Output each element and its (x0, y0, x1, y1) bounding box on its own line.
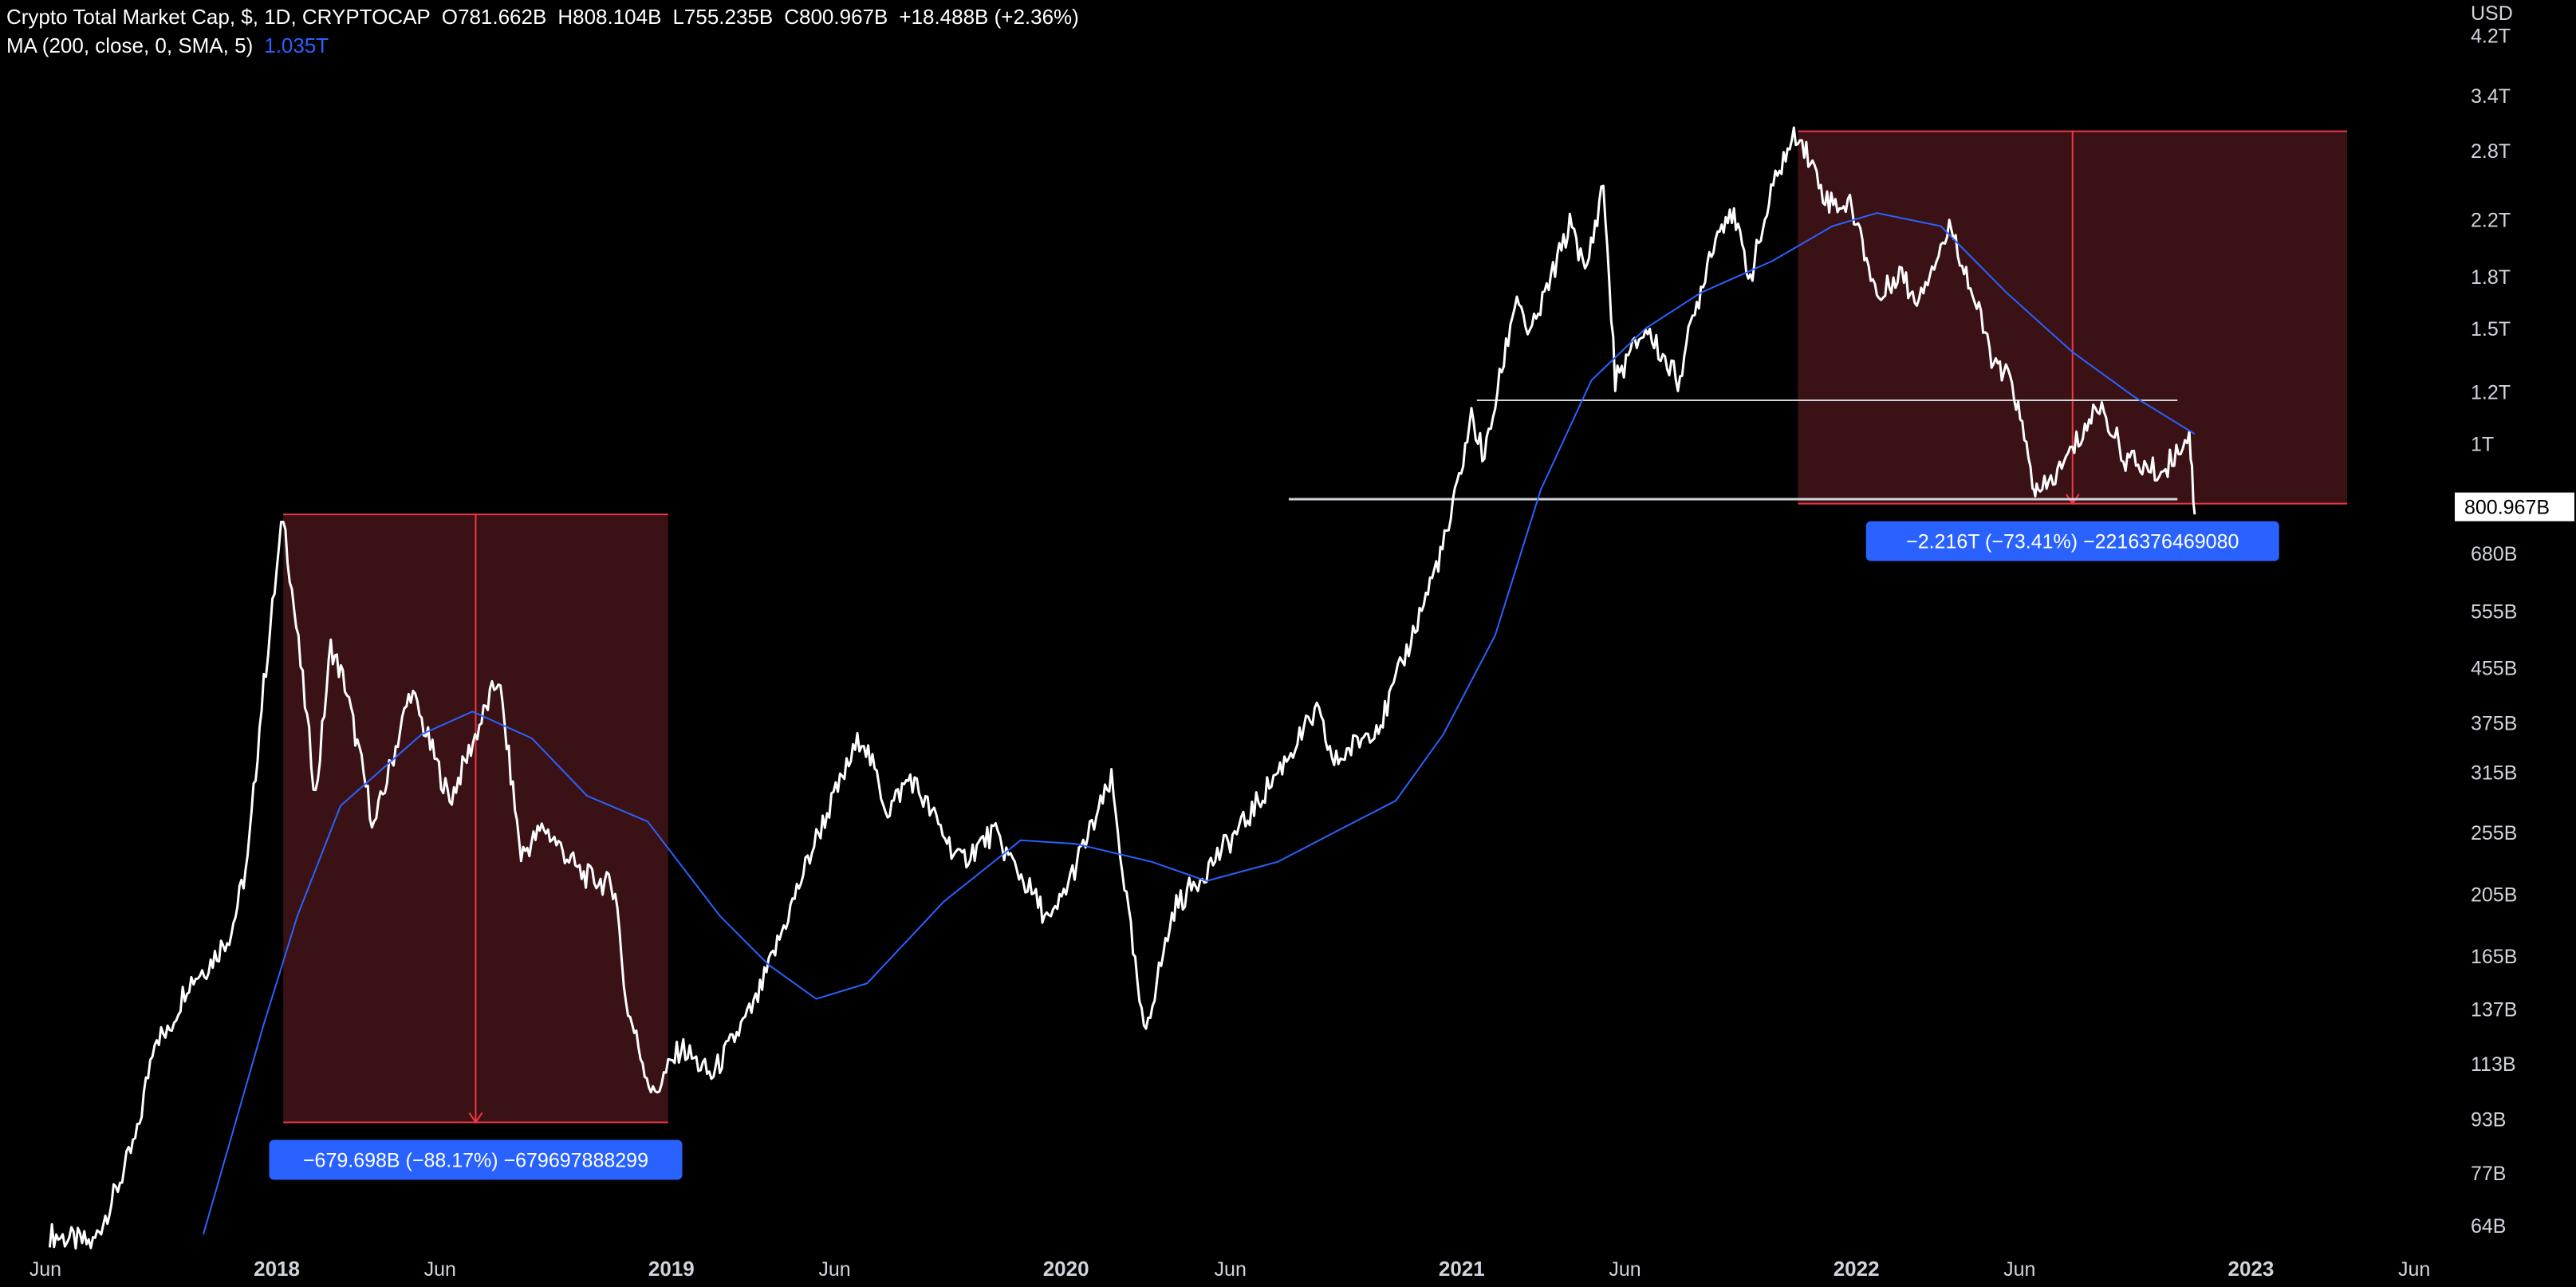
range-badge-1 (269, 1139, 683, 1180)
ma-value: 1.035T (264, 33, 329, 57)
y-tick-label: 4.2T (2471, 26, 2511, 48)
x-tick-label: Jun (818, 1258, 850, 1281)
x-tick-label: 2020 (1043, 1257, 1089, 1281)
y-tick-label: 255B (2471, 822, 2517, 844)
range-badge-label-1: −679.698B (−88.17%) −679697888299 (303, 1150, 648, 1172)
range-arrow-icon-2 (2065, 494, 2080, 506)
y-axis-currency-label: USD (2471, 2, 2513, 25)
y-tick-label: 375B (2471, 712, 2517, 734)
open-value: O781.662B (441, 5, 547, 29)
ma-series-line[interactable] (202, 212, 2196, 1235)
y-tick-label: 77B (2471, 1163, 2506, 1185)
y-tick-label: 165B (2471, 946, 2517, 968)
x-tick-label: 2022 (1834, 1257, 1880, 1281)
x-tick-label: Jun (1609, 1258, 1641, 1281)
y-axis[interactable]: USD 4.2T 3.4T 2.8T 2.2T 1.8T 1.5T 1.2T 1T 680B 55… (2455, 2, 2574, 1238)
y-tick-label: 1T (2471, 433, 2494, 455)
range-arrow-icon-1 (468, 1112, 483, 1124)
range-badges: −679.698B (−88.17%) −679697888299 −2.216T… (269, 521, 2279, 1180)
y-tick-label: 680B (2471, 543, 2517, 565)
horizontal-lines (1288, 399, 2178, 501)
y-tick-label: 137B (2471, 999, 2517, 1021)
x-tick-label: 2023 (2228, 1257, 2275, 1281)
current-price-tag (2455, 492, 2574, 521)
y-tick-label: 205B (2471, 884, 2517, 907)
y-tick-label: 1.8T (2471, 266, 2511, 289)
y-tick-label: 2.2T (2471, 209, 2511, 231)
series-lines (48, 126, 2196, 1250)
range-badge-2 (1865, 521, 2279, 561)
range-badge-label-2: −2.216T (−73.41%) −2216376469080 (1906, 531, 2239, 553)
y-tick-label: 93B (2471, 1109, 2506, 1132)
y-tick-label: 3.4T (2471, 85, 2511, 108)
y-tick-label: 1.5T (2471, 318, 2511, 340)
x-tick-label: 2018 (254, 1257, 300, 1281)
change-value: +18.488B (+2.36%) (899, 5, 1079, 29)
low-value: L755.235B (672, 5, 774, 29)
y-tick-label: 2.8T (2471, 140, 2511, 163)
ma-label: MA (200, close, 0, SMA, 5) (6, 33, 254, 57)
x-tick-label: Jun (1215, 1258, 1247, 1281)
chart-title: Crypto Total Market Cap, $, 1D, CRYPTOCA… (6, 5, 431, 29)
ma-legend: MA (200, close, 0, SMA, 5) 1.035T (6, 33, 340, 58)
chart-legend-ohlc: Crypto Total Market Cap, $, 1D, CRYPTOCA… (6, 5, 1090, 30)
y-tick-label: 555B (2471, 601, 2517, 624)
current-price-label: 800.967B (2464, 497, 2550, 519)
price-series-line[interactable] (48, 126, 2196, 1250)
x-axis: Jun 2018 Jun 2019 Jun 2020 Jun 2021 Jun 2022 Jun 20… (30, 1257, 2431, 1281)
x-tick-label: 2019 (648, 1257, 695, 1281)
range-annotations (283, 130, 2348, 1124)
x-tick-label: 2021 (1439, 1257, 1485, 1281)
x-tick-label: Jun (30, 1258, 61, 1281)
x-tick-label: Jun (424, 1258, 456, 1281)
y-tick-label: 455B (2471, 657, 2517, 679)
y-tick-label: 315B (2471, 762, 2517, 785)
high-value: H808.104B (557, 5, 662, 29)
y-tick-label: 113B (2471, 1053, 2516, 1076)
y-tick-label: 1.2T (2471, 381, 2511, 403)
x-tick-label: Jun (2003, 1258, 2035, 1281)
y-tick-label: 64B (2471, 1215, 2506, 1238)
x-tick-label: Jun (2398, 1258, 2430, 1281)
close-value: C800.967B (784, 5, 888, 29)
